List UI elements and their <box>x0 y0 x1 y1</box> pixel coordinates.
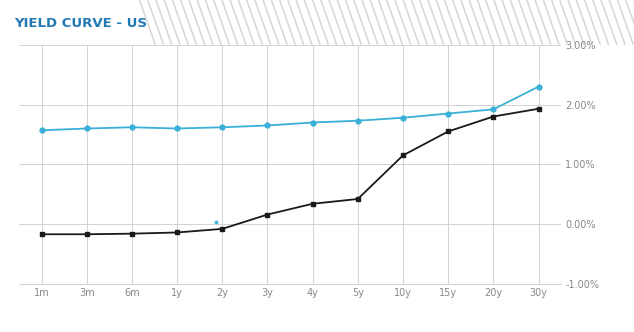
Current <box>354 197 361 201</box>
Current <box>264 212 271 216</box>
Year Ago <box>354 119 361 123</box>
Current <box>128 232 136 236</box>
Current <box>534 107 542 111</box>
Year Ago <box>309 121 316 124</box>
Year Ago <box>489 107 497 111</box>
Line: Current: Current <box>39 106 541 237</box>
Current <box>309 202 316 206</box>
Year Ago <box>83 126 91 130</box>
Text: YIELD CURVE - US: YIELD CURVE - US <box>14 17 147 30</box>
Year Ago <box>264 124 271 127</box>
Current <box>489 115 497 119</box>
Current <box>219 227 226 231</box>
Current <box>173 230 181 234</box>
Current <box>83 232 91 236</box>
Year Ago <box>444 112 452 116</box>
Year Ago <box>173 126 181 130</box>
Year Ago <box>534 85 542 89</box>
Year Ago <box>128 125 136 129</box>
Current <box>444 129 452 133</box>
Current <box>399 153 407 157</box>
Year Ago <box>38 128 46 132</box>
Line: Year Ago: Year Ago <box>39 84 541 133</box>
Year Ago <box>219 125 226 129</box>
Current <box>38 232 46 236</box>
Year Ago <box>399 116 407 120</box>
